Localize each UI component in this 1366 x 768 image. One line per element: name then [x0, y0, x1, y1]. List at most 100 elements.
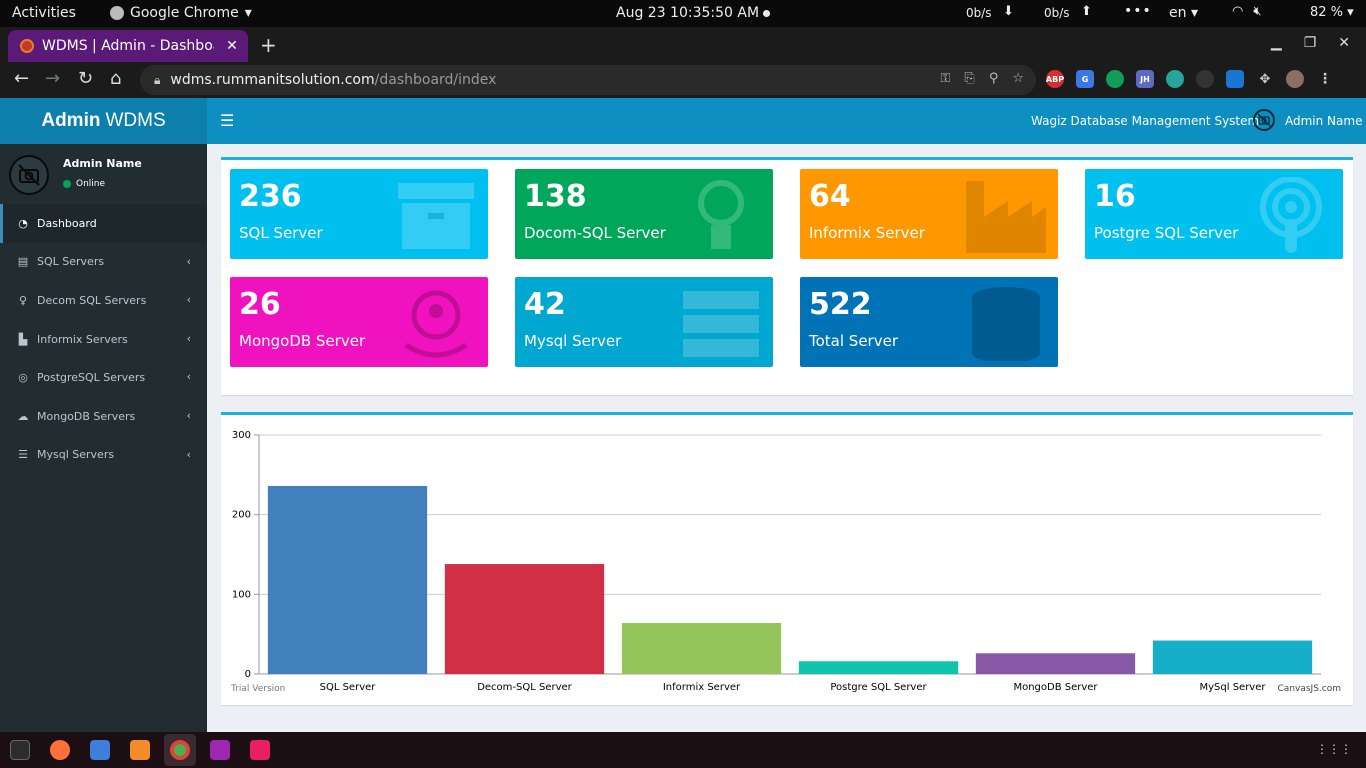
octopus-icon: [404, 290, 468, 358]
chart-bar: [798, 661, 959, 674]
app-menu[interactable]: Google Chrome ▾: [110, 5, 252, 21]
os-top-bar: Activities Google Chrome ▾ Aug 23 10:35:…: [0, 0, 1366, 27]
browser-toolbar: ← → ↻ ⌂ 🔒︎ wdms.rummanitsolution.com /da…: [0, 62, 1366, 98]
chrome-taskbar-icon[interactable]: [170, 740, 190, 760]
sidebar-toggle-icon[interactable]: ☰: [220, 111, 235, 130]
sidebar-item-label: Informix Servers: [37, 332, 128, 346]
browser-tab[interactable]: WDMS | Admin - Dashboard ✕: [8, 30, 248, 62]
firefox-icon[interactable]: [50, 740, 70, 760]
restore-icon[interactable]: ❐: [1303, 35, 1317, 51]
menu-kebab-icon[interactable]: ⋮: [1318, 71, 1332, 87]
stat-value: 236: [239, 179, 302, 214]
sidebar-item-label: Decom SQL Servers: [37, 293, 147, 307]
lightbulb-icon: [698, 180, 744, 249]
stat-label: Postgre SQL Server: [1094, 224, 1239, 242]
app-icon[interactable]: [250, 740, 270, 760]
sidebar-item[interactable]: ◔ Dashboard: [0, 204, 207, 243]
main-content: 236 SQL Server 138 Docom-SQL Server 64 Inform…: [207, 144, 1366, 732]
jh-extension-icon[interactable]: JH: [1136, 70, 1154, 88]
y-tick-label: 300: [232, 430, 251, 441]
x-category-label: Informix Server: [663, 682, 741, 693]
minimize-icon[interactable]: ▁: [1270, 35, 1282, 51]
stat-tile[interactable]: 236 SQL Server: [230, 169, 488, 259]
bookmark-star-icon[interactable]: ☆: [1012, 71, 1024, 86]
colorful-extension-icon[interactable]: [1166, 70, 1184, 88]
chat-extension-icon[interactable]: [1106, 70, 1124, 88]
chevron-left-icon: ‹: [186, 370, 191, 384]
server-icon: ☰: [18, 448, 28, 462]
forward-icon[interactable]: →: [45, 68, 61, 89]
dark-extension-icon[interactable]: [1196, 70, 1214, 88]
lock-icon[interactable]: 🔒︎: [154, 72, 161, 87]
translate-extension-icon[interactable]: G: [1076, 70, 1094, 88]
stat-label: MongoDB Server: [239, 332, 366, 350]
stat-tile[interactable]: 522 Total Server: [800, 277, 1058, 367]
server-icon: [683, 291, 759, 357]
url-host: wdms.rummanitsolution.com: [170, 72, 375, 88]
system-tray[interactable]: ◠ 🔇︎: [1232, 4, 1262, 19]
address-bar[interactable]: 🔒︎ wdms.rummanitsolution.com /dashboard/…: [140, 65, 1036, 95]
user-status: Online: [63, 179, 105, 189]
zoom-icon[interactable]: ⚲: [988, 71, 999, 86]
url-path: /dashboard/index: [374, 72, 497, 88]
omnibox-actions: ⚿ ⎘ ⚲ ☆: [941, 71, 1025, 86]
lightbulb-icon: ♀: [18, 293, 28, 307]
brand-rest: WDMS: [105, 110, 166, 131]
clock[interactable]: Aug 23 10:35:50 AM: [616, 5, 760, 21]
key-icon[interactable]: ⚿: [940, 71, 951, 86]
online-status-icon: [63, 180, 71, 188]
header-user-name[interactable]: Admin Name: [1285, 114, 1363, 128]
net-down-speed: 0b/s: [966, 6, 992, 20]
sidebar-item[interactable]: ☰ Mysql Servers ‹: [0, 436, 207, 475]
app-grid-icon[interactable]: ⋮⋮⋮: [1316, 742, 1352, 756]
brand-logo[interactable]: Admin WDMS: [0, 98, 207, 144]
volume-mute-icon: 🔇︎: [1253, 4, 1262, 19]
stat-tile[interactable]: 138 Docom-SQL Server: [515, 169, 773, 259]
sidebar-item[interactable]: ▙ Informix Servers ‹: [0, 320, 207, 359]
stat-label: SQL Server: [239, 224, 323, 242]
camera-extension-icon[interactable]: [1226, 70, 1244, 88]
stat-tile[interactable]: 16 Postgre SQL Server: [1085, 169, 1343, 259]
back-icon[interactable]: ←: [14, 68, 30, 89]
sidebar-item-label: PostgreSQL Servers: [37, 371, 146, 385]
translate-icon[interactable]: ⎘: [964, 71, 975, 86]
phpstorm-icon[interactable]: [210, 740, 230, 760]
x-category-label: SQL Server: [320, 682, 377, 693]
user-panel: Admin Name Online: [0, 144, 207, 204]
more-dots-icon[interactable]: •••: [1124, 3, 1152, 19]
sublime-text-icon[interactable]: [130, 740, 150, 760]
sidebar-item[interactable]: ▤ SQL Servers ‹: [0, 243, 207, 282]
home-icon[interactable]: ⌂: [110, 68, 122, 89]
new-tab-button[interactable]: +: [260, 33, 277, 57]
sidebar-user-name: Admin Name: [63, 157, 142, 170]
files-icon[interactable]: [90, 740, 110, 760]
reload-icon[interactable]: ↻: [78, 68, 94, 89]
chevron-down-icon: ▾: [244, 5, 252, 21]
close-window-icon[interactable]: ✕: [1338, 35, 1350, 51]
chart-bar: [621, 623, 782, 674]
extensions-bar: ABP G JH ✥ ⋮: [1046, 70, 1334, 88]
sidebar-item-label: MongoDB Servers: [37, 409, 136, 423]
stats-box: 236 SQL Server 138 Docom-SQL Server 64 Inform…: [221, 157, 1353, 395]
close-tab-icon[interactable]: ✕: [226, 38, 238, 54]
sidebar-item[interactable]: ♀ Decom SQL Servers ‹: [0, 281, 207, 320]
chevron-left-icon: ‹: [186, 254, 191, 268]
stat-tile[interactable]: 64 Informix Server: [800, 169, 1058, 259]
dashboard-icon: ◔: [18, 216, 28, 230]
stat-tile[interactable]: 26 MongoDB Server: [230, 277, 488, 367]
sidebar-item[interactable]: ◎ PostgreSQL Servers ‹: [0, 358, 207, 397]
language-selector[interactable]: en ▾: [1169, 5, 1198, 21]
activities-button[interactable]: Activities: [12, 5, 76, 21]
profile-avatar-icon[interactable]: [1286, 70, 1304, 88]
battery-label: 82 %: [1310, 5, 1344, 20]
sidebar-item[interactable]: ☁ MongoDB Servers ‹: [0, 397, 207, 436]
puzzle-extensions-icon[interactable]: ✥: [1259, 71, 1271, 87]
stat-tile[interactable]: 42 Mysql Server: [515, 277, 773, 367]
terminal-icon[interactable]: [10, 740, 30, 760]
stat-value: 64: [809, 179, 851, 214]
chart-bar: [444, 564, 605, 674]
header-avatar-icon[interactable]: [1253, 109, 1275, 131]
battery-indicator[interactable]: 82 % ▾: [1310, 5, 1354, 20]
archive-icon: ▤: [17, 255, 29, 269]
adblock-extension-icon[interactable]: ABP: [1046, 70, 1064, 88]
